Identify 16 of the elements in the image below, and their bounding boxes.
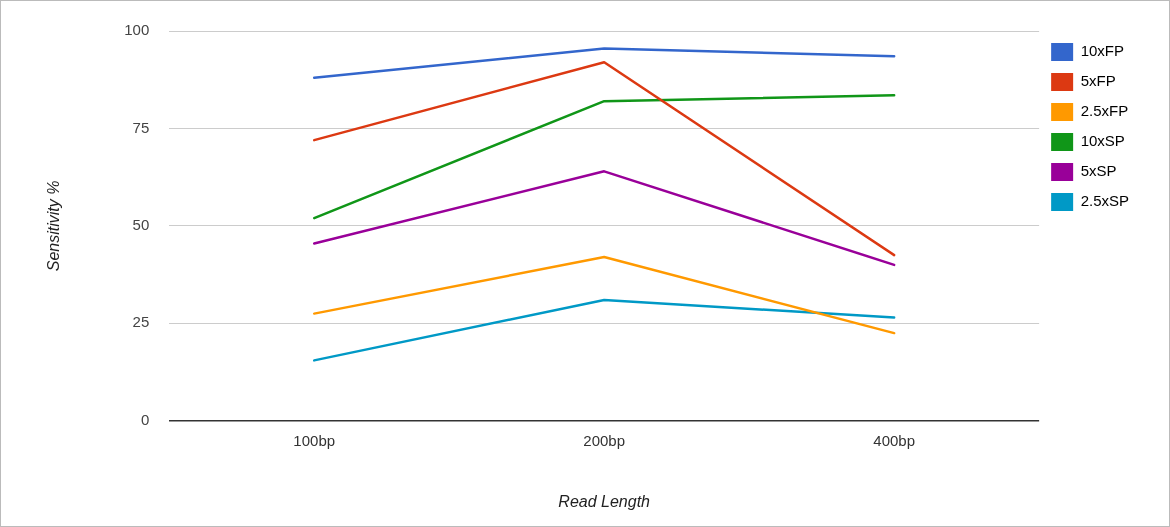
x-axis-title: Read Length [558,492,651,510]
legend-label: 10xSP [1080,132,1125,150]
y-tick-label: 100 [124,21,150,39]
y-axis-title: Sensitivity % [45,180,63,272]
legend-label: 5xSP [1080,162,1117,180]
legend-label: 2.5xFP [1080,102,1129,120]
x-tick-label: 400bp [873,431,916,449]
y-tick-label: 25 [132,313,150,331]
legend-label: 2.5xSP [1080,192,1130,210]
x-tick-label: 200bp [583,431,626,449]
y-tick-label: 50 [132,216,150,234]
x-tick-label: 100bp [293,431,336,449]
y-tick-label: 0 [140,410,150,428]
legend-label: 10xFP [1080,42,1124,60]
y-tick-label: 75 [132,118,150,136]
legend-label: 5xFP [1080,72,1116,90]
